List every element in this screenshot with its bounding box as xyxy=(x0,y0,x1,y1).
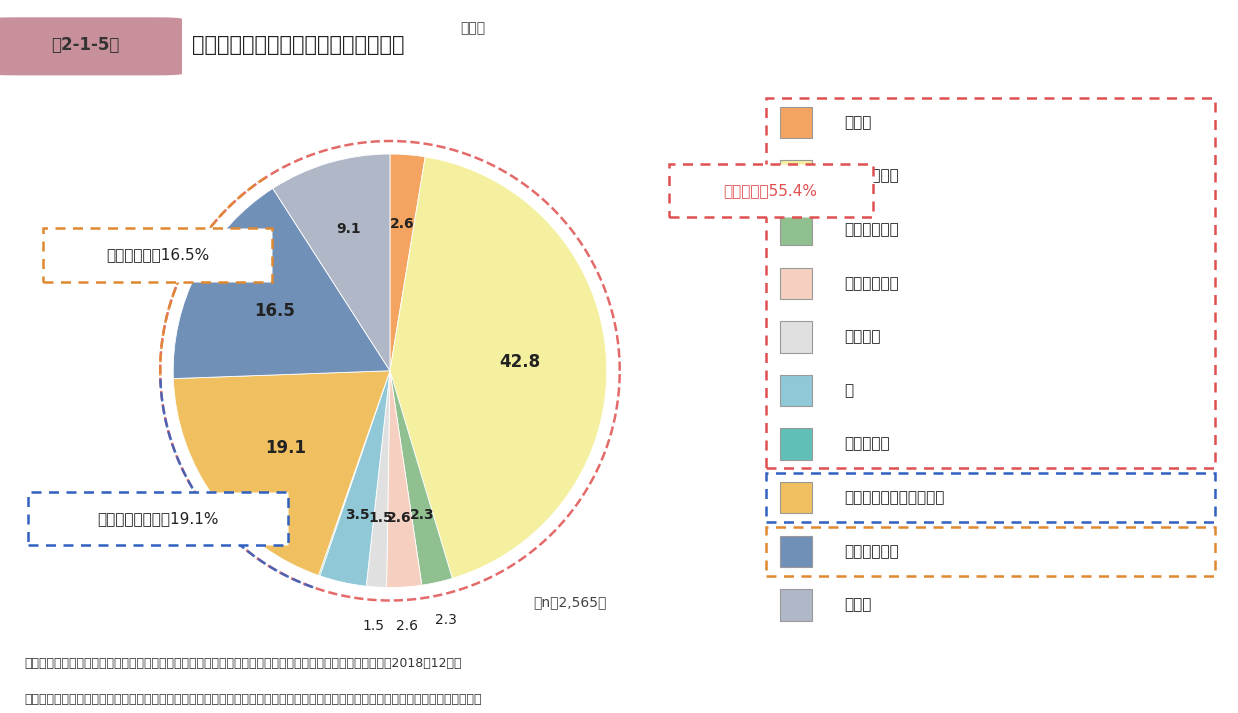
Text: （n＝2,565）: （n＝2,565） xyxy=(534,595,607,609)
FancyBboxPatch shape xyxy=(780,321,812,352)
Text: その他親族: その他親族 xyxy=(844,436,889,451)
Text: 2.6: 2.6 xyxy=(396,619,417,633)
FancyBboxPatch shape xyxy=(28,492,288,545)
Text: （注）引退後の事業継続について「事業の全部が継続している」、「事業の一部が継続している」と回答した者について集計している。: （注）引退後の事業継続について「事業の全部が継続している」、「事業の一部が継続し… xyxy=(25,693,483,706)
Text: 社外への承継16.5%: 社外への承継16.5% xyxy=(106,247,209,262)
Wedge shape xyxy=(390,157,607,578)
Text: 配偶者: 配偶者 xyxy=(844,115,872,130)
Wedge shape xyxy=(366,371,390,588)
Text: 16.5: 16.5 xyxy=(254,302,295,319)
Text: 19.1: 19.1 xyxy=(265,439,306,457)
FancyBboxPatch shape xyxy=(780,429,812,460)
Text: 子供（女性）: 子供（女性） xyxy=(844,222,899,237)
Text: 役員・従業員承継19.1%: 役員・従業員承継19.1% xyxy=(98,511,219,526)
FancyBboxPatch shape xyxy=(780,589,812,620)
Text: 9.1: 9.1 xyxy=(337,222,360,236)
Text: 孫: 孫 xyxy=(844,383,853,398)
Wedge shape xyxy=(390,154,425,371)
FancyBboxPatch shape xyxy=(780,214,812,245)
FancyBboxPatch shape xyxy=(780,535,812,567)
Text: 3.5: 3.5 xyxy=(345,508,370,522)
Text: 1.5: 1.5 xyxy=(363,619,385,633)
Text: 社外の第三者: 社外の第三者 xyxy=(844,544,899,559)
Text: 事業承継した経営者と後継者との関係: 事業承継した経営者と後継者との関係 xyxy=(192,35,405,55)
Text: 2.3: 2.3 xyxy=(410,508,435,522)
Wedge shape xyxy=(319,371,390,586)
FancyBboxPatch shape xyxy=(780,482,812,513)
Text: 2.3: 2.3 xyxy=(435,613,457,627)
Text: （％）: （％） xyxy=(461,21,485,35)
FancyBboxPatch shape xyxy=(43,228,272,282)
FancyBboxPatch shape xyxy=(669,164,873,217)
Wedge shape xyxy=(272,154,390,371)
Text: 2.6: 2.6 xyxy=(387,511,412,525)
Wedge shape xyxy=(173,371,390,575)
Wedge shape xyxy=(386,371,422,588)
Text: 子供（男性）: 子供（男性） xyxy=(844,168,899,183)
Text: 親族以外の役員・従業員: 親族以外の役員・従業員 xyxy=(844,490,945,506)
FancyBboxPatch shape xyxy=(780,267,812,299)
Text: 資料：みずほ情報総研（株）「中小企業・小規模事業者の次世代への承継及び経営者の引退に関する調査」（2018年12月）: 資料：みずほ情報総研（株）「中小企業・小規模事業者の次世代への承継及び経営者の引… xyxy=(25,657,462,670)
Wedge shape xyxy=(390,371,452,585)
Text: 第2-1-5図: 第2-1-5図 xyxy=(51,36,120,53)
Text: 2.6: 2.6 xyxy=(390,217,415,231)
Text: 子供の配偶者: 子供の配偶者 xyxy=(844,276,899,291)
FancyBboxPatch shape xyxy=(780,107,812,138)
Text: 42.8: 42.8 xyxy=(499,354,540,371)
Wedge shape xyxy=(173,188,390,379)
Wedge shape xyxy=(318,371,390,576)
FancyBboxPatch shape xyxy=(780,375,812,406)
FancyBboxPatch shape xyxy=(780,160,812,192)
Text: 1.5: 1.5 xyxy=(369,511,394,525)
Text: 親族内承継55.4%: 親族内承継55.4% xyxy=(724,183,817,198)
Text: 兄弟姉妹: 兄弟姉妹 xyxy=(844,329,880,344)
FancyBboxPatch shape xyxy=(0,17,182,76)
Text: その他: その他 xyxy=(844,597,872,612)
